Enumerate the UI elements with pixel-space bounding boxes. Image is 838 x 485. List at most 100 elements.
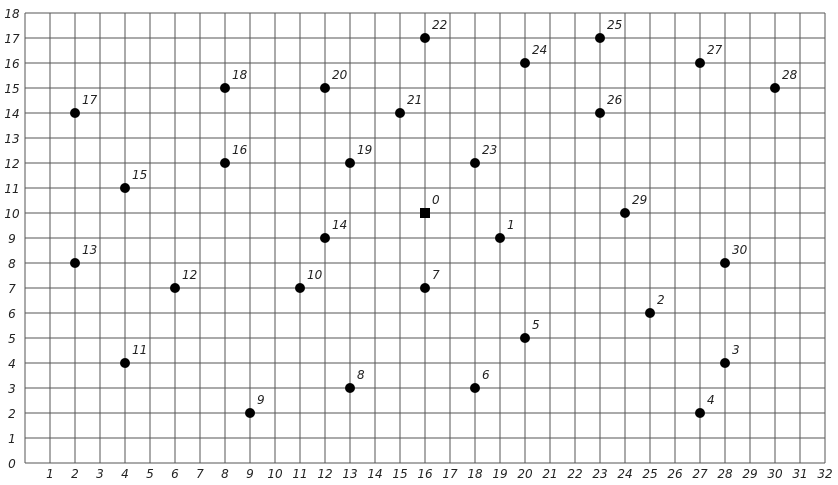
x-tick-label: 8: [221, 467, 229, 481]
x-tick-label: 1: [46, 467, 54, 481]
x-tick-label: 3: [96, 467, 104, 481]
y-tick-label: 18: [4, 7, 20, 21]
point-label: 27: [707, 43, 723, 57]
x-tick-label: 23: [592, 467, 607, 481]
x-tick-label: 2: [71, 467, 79, 481]
y-tick-label: 12: [4, 157, 19, 171]
data-point: [295, 283, 305, 293]
x-tick-label: 19: [492, 467, 507, 481]
x-tick-label: 31: [792, 467, 807, 481]
point-label: 22: [432, 18, 447, 32]
x-tick-label: 13: [342, 467, 357, 481]
point-label: 20: [332, 68, 348, 82]
point-label: 30: [732, 243, 748, 257]
data-point: [245, 408, 255, 418]
point-label: 26: [607, 93, 623, 107]
data-point: [120, 183, 130, 193]
x-tick-label: 17: [442, 467, 458, 481]
y-tick-label: 17: [4, 32, 20, 46]
data-point: [345, 383, 355, 393]
point-label: 18: [232, 68, 248, 82]
data-point: [420, 33, 430, 43]
data-point: [70, 108, 80, 118]
x-tick-label: 16: [417, 467, 433, 481]
x-tick-label: 12: [317, 467, 332, 481]
point-label: 12: [182, 268, 197, 282]
x-tick-label: 4: [121, 467, 129, 481]
point-label: 3: [732, 343, 740, 357]
point-label: 0: [432, 193, 440, 207]
data-point: [620, 208, 630, 218]
data-point: [520, 58, 530, 68]
data-point: [120, 358, 130, 368]
x-tick-label: 6: [171, 467, 179, 481]
y-tick-label: 13: [4, 132, 19, 146]
x-tick-label: 7: [196, 467, 204, 481]
point-label: 13: [82, 243, 97, 257]
x-tick-label: 24: [617, 467, 632, 481]
data-point: [320, 233, 330, 243]
y-tick-label: 5: [8, 332, 16, 346]
data-point: [595, 108, 605, 118]
data-point: [395, 108, 405, 118]
data-point: [70, 258, 80, 268]
x-tick-label: 25: [642, 467, 657, 481]
y-tick-label: 6: [8, 307, 16, 321]
data-point: [470, 158, 480, 168]
point-label: 19: [357, 143, 372, 157]
data-point: [520, 333, 530, 343]
y-tick-label: 9: [8, 232, 16, 246]
data-point: [170, 283, 180, 293]
y-tick-label: 14: [4, 107, 19, 121]
point-label: 2: [657, 293, 665, 307]
point-label: 11: [132, 343, 147, 357]
x-tick-label: 20: [517, 467, 533, 481]
y-tick-label: 10: [4, 207, 20, 221]
point-label: 6: [482, 368, 490, 382]
x-tick-label: 30: [767, 467, 783, 481]
x-tick-label: 32: [817, 467, 832, 481]
data-point: [345, 158, 355, 168]
x-tick-label: 26: [667, 467, 683, 481]
y-tick-label: 15: [4, 82, 19, 96]
x-tick-label: 10: [267, 467, 283, 481]
data-point: [720, 258, 730, 268]
data-point: [420, 283, 430, 293]
point-label: 7: [432, 268, 440, 282]
point-label: 8: [357, 368, 365, 382]
data-point: [495, 233, 505, 243]
point-label: 29: [632, 193, 647, 207]
point-label: 21: [407, 93, 422, 107]
point-label: 4: [707, 393, 715, 407]
y-tick-label: 8: [8, 257, 16, 271]
y-tick-label: 0: [8, 457, 16, 471]
x-tick-label: 15: [392, 467, 407, 481]
y-tick-label: 16: [4, 57, 20, 71]
point-label: 16: [232, 143, 248, 157]
data-point: [645, 308, 655, 318]
data-point: [720, 358, 730, 368]
point-label: 10: [307, 268, 323, 282]
point-label: 15: [132, 168, 147, 182]
x-tick-label: 11: [292, 467, 307, 481]
data-point: [695, 408, 705, 418]
y-tick-label: 11: [4, 182, 19, 196]
point-label: 17: [82, 93, 98, 107]
y-tick-label: 2: [8, 407, 16, 421]
x-tick-label: 21: [542, 467, 557, 481]
data-point: [695, 58, 705, 68]
data-point-square: [420, 208, 430, 218]
x-tick-label: 14: [367, 467, 382, 481]
point-label: 5: [532, 318, 540, 332]
x-tick-label: 5: [146, 467, 154, 481]
point-label: 14: [332, 218, 347, 232]
data-point: [470, 383, 480, 393]
x-tick-label: 29: [742, 467, 757, 481]
point-label: 23: [482, 143, 497, 157]
point-label: 28: [782, 68, 798, 82]
x-tick-label: 18: [467, 467, 483, 481]
data-point: [770, 83, 780, 93]
y-tick-label: 4: [8, 357, 16, 371]
point-label: 25: [607, 18, 622, 32]
